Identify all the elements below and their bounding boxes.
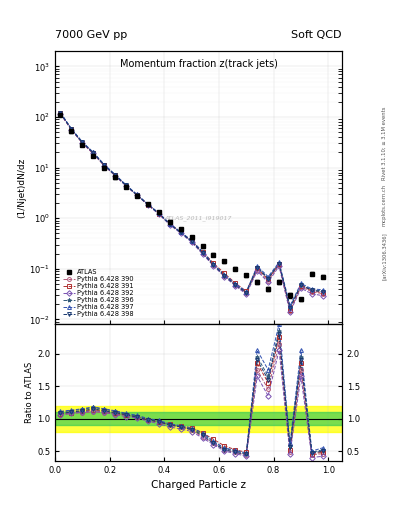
- Y-axis label: (1/Njet)dN/dz: (1/Njet)dN/dz: [18, 158, 27, 218]
- Text: [arXiv:1306.3436]: [arXiv:1306.3436]: [382, 232, 387, 280]
- Text: Momentum fraction z(track jets): Momentum fraction z(track jets): [119, 59, 277, 70]
- Text: Rivet 3.1.10; ≥ 3.1M events: Rivet 3.1.10; ≥ 3.1M events: [382, 106, 387, 180]
- Text: Soft QCD: Soft QCD: [292, 30, 342, 40]
- X-axis label: Charged Particle z: Charged Particle z: [151, 480, 246, 490]
- Y-axis label: Ratio to ATLAS: Ratio to ATLAS: [25, 362, 34, 423]
- Text: mcplots.cern.ch: mcplots.cern.ch: [382, 184, 387, 226]
- Text: ATLAS_2011_I919017: ATLAS_2011_I919017: [165, 215, 232, 221]
- Legend: ATLAS, Pythia 6.428 390, Pythia 6.428 391, Pythia 6.428 392, Pythia 6.428 396, P: ATLAS, Pythia 6.428 390, Pythia 6.428 39…: [61, 268, 134, 318]
- Text: 7000 GeV pp: 7000 GeV pp: [55, 30, 127, 40]
